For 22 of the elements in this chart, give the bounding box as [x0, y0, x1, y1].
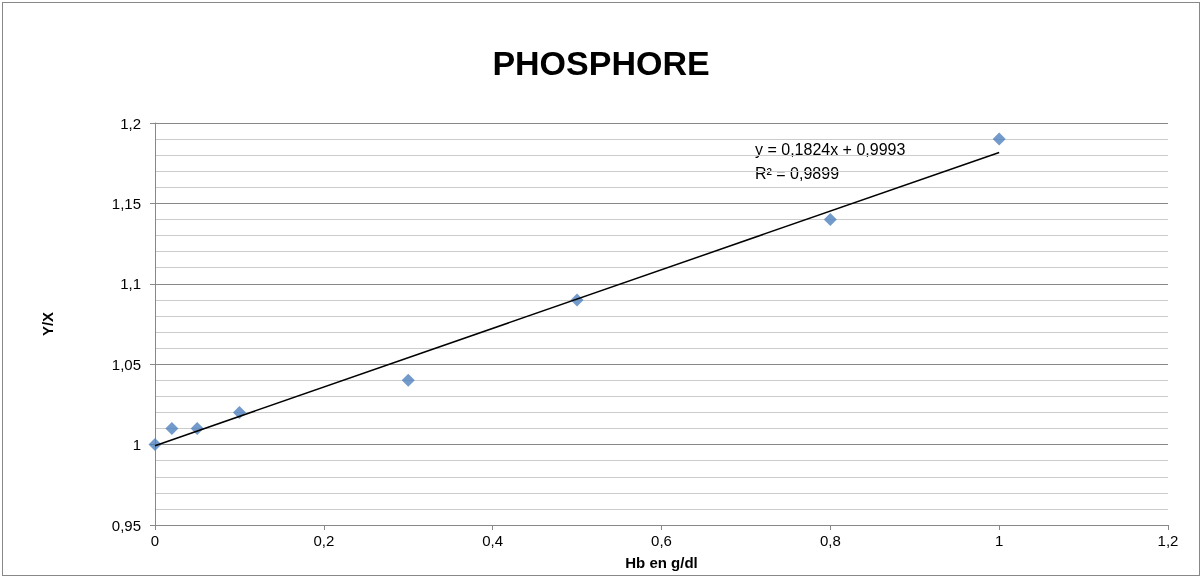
annotation: y = 0,1824x + 0,9993	[755, 140, 906, 158]
point	[232, 405, 246, 419]
y-tick-label: 1	[132, 436, 141, 454]
y-tick-label: 1,2	[120, 114, 141, 132]
x-axis-title: Hb en g/dl	[625, 554, 698, 571]
x-tick-label: 0,4	[482, 532, 504, 549]
x-tick-label: 1,2	[1157, 532, 1179, 549]
point	[823, 212, 837, 226]
y-tick-label: 1,1	[120, 275, 141, 293]
y-tick-label: 1,15	[111, 194, 141, 212]
point	[992, 132, 1006, 146]
y-axis-title: Y/X	[39, 311, 56, 337]
y-tick-label: 1,05	[111, 355, 141, 373]
x-tick-label: 0,8	[819, 532, 841, 549]
x-tick-label: 0,2	[313, 532, 335, 549]
x-tick-label: 0,6	[651, 532, 672, 549]
x-tick-label: 1	[994, 532, 1004, 549]
y-tick-label: 0,95	[111, 516, 141, 534]
x-tick-label: 0	[150, 532, 160, 549]
chart-title: PHOSPHORE	[492, 44, 710, 82]
point	[165, 422, 179, 436]
point	[401, 373, 415, 387]
